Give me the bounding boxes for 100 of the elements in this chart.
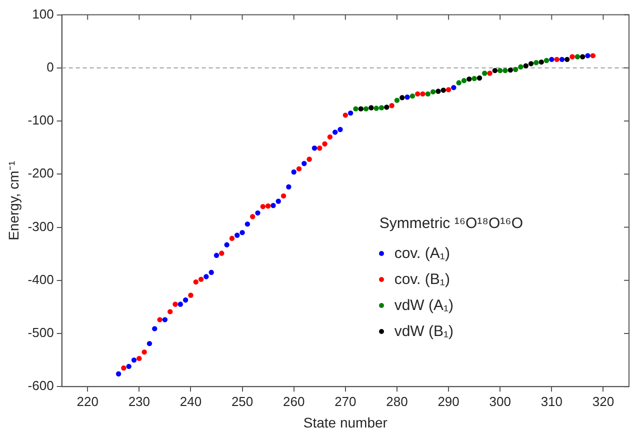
point xyxy=(312,146,318,151)
point xyxy=(338,126,343,132)
point xyxy=(198,276,204,282)
point xyxy=(244,221,250,227)
legend-label: cov. (B₁) xyxy=(394,270,450,288)
point xyxy=(420,91,426,97)
x-tick-label: 280 xyxy=(386,394,408,409)
point xyxy=(270,202,276,208)
point xyxy=(353,106,358,112)
point xyxy=(255,210,260,216)
point xyxy=(229,236,235,242)
point xyxy=(342,112,348,118)
point xyxy=(317,146,322,151)
point xyxy=(193,279,198,285)
point xyxy=(410,93,416,99)
point xyxy=(204,274,209,280)
point xyxy=(446,87,452,92)
point xyxy=(528,61,534,66)
point xyxy=(322,141,328,146)
legend-label: vdW (B₁) xyxy=(394,322,454,340)
point xyxy=(512,66,518,72)
point xyxy=(374,106,379,111)
y-tick-label: 100 xyxy=(32,6,54,22)
point xyxy=(240,230,245,236)
point xyxy=(234,232,240,238)
point xyxy=(482,70,488,76)
point xyxy=(544,58,550,64)
point xyxy=(404,94,410,100)
point xyxy=(461,78,467,84)
point xyxy=(250,214,256,220)
y-tick-label: -400 xyxy=(28,272,54,287)
y-tick-label: -500 xyxy=(28,325,54,340)
point xyxy=(152,326,158,332)
point xyxy=(157,317,162,322)
point xyxy=(214,252,220,258)
point xyxy=(451,84,456,90)
point xyxy=(178,302,184,307)
point xyxy=(363,106,369,112)
point xyxy=(564,56,570,62)
point xyxy=(162,317,168,322)
legend-title: Symmetric ¹⁶O¹⁸O¹⁶O xyxy=(379,215,523,232)
point xyxy=(280,193,286,199)
point xyxy=(265,203,271,209)
point xyxy=(286,184,292,190)
x-tick-label: 270 xyxy=(334,394,356,409)
x-tick-label: 310 xyxy=(540,394,563,409)
point xyxy=(476,75,482,81)
point xyxy=(126,364,132,370)
x-tick-label: 220 xyxy=(76,394,98,409)
point xyxy=(538,59,544,65)
point xyxy=(146,340,152,346)
point xyxy=(590,53,596,58)
point xyxy=(260,204,266,210)
point xyxy=(306,156,312,162)
point xyxy=(276,198,281,204)
point xyxy=(389,103,394,108)
y-tick-label: -200 xyxy=(28,166,54,181)
point xyxy=(224,242,230,248)
y-tick-label: 0 xyxy=(46,59,54,74)
point xyxy=(142,349,147,355)
point xyxy=(570,54,575,60)
point xyxy=(384,104,390,110)
point xyxy=(554,56,560,62)
point xyxy=(208,270,214,276)
point xyxy=(172,302,178,307)
y-tick-label: -600 xyxy=(28,378,54,394)
point xyxy=(466,76,472,82)
point xyxy=(414,91,420,97)
point xyxy=(497,68,503,74)
point xyxy=(502,68,508,74)
point xyxy=(188,292,194,298)
x-tick-label: 240 xyxy=(180,394,202,409)
point xyxy=(456,80,462,86)
point xyxy=(219,250,224,256)
point xyxy=(378,105,384,110)
point xyxy=(302,160,307,166)
point xyxy=(131,357,137,363)
point xyxy=(136,356,142,362)
point xyxy=(291,169,296,175)
point xyxy=(559,56,565,62)
point xyxy=(400,95,405,100)
point xyxy=(534,60,539,66)
point xyxy=(296,166,302,172)
point xyxy=(440,88,446,93)
point xyxy=(487,70,492,76)
point xyxy=(436,88,441,94)
point xyxy=(116,371,122,376)
y-tick-label: -100 xyxy=(28,112,54,128)
point xyxy=(327,134,333,140)
x-tick-label: 320 xyxy=(592,394,614,409)
point xyxy=(394,98,400,103)
x-axis-title: State number xyxy=(303,414,388,430)
x-tick-label: 260 xyxy=(282,394,305,409)
x-tick-label: 230 xyxy=(128,394,150,409)
point xyxy=(574,54,580,60)
point xyxy=(585,53,590,58)
point xyxy=(168,309,173,314)
x-tick-label: 300 xyxy=(489,394,511,409)
point xyxy=(430,89,436,94)
x-tick-label: 250 xyxy=(231,394,254,409)
